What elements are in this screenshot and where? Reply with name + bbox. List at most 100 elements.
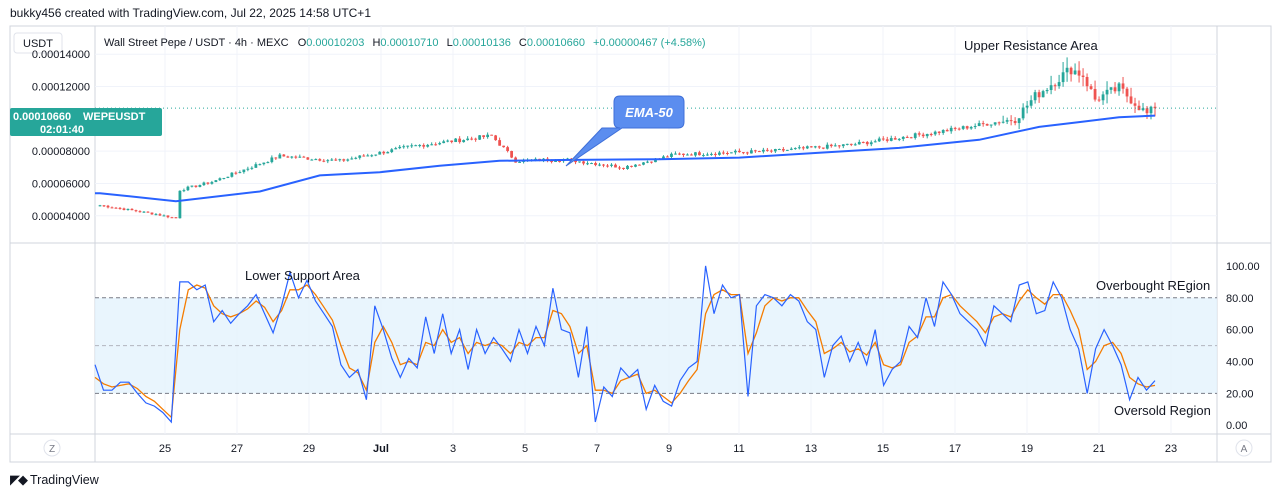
candle-body [486, 134, 490, 138]
symbol-legend: Wall Street Pepe / USDT · 4h · MEXC O0.0… [104, 37, 706, 49]
candle-body [114, 207, 118, 209]
candle-body [706, 154, 709, 156]
symbol-line: Wall Street Pepe / USDT · 4h · MEXC [104, 37, 289, 49]
candle-body [670, 153, 673, 157]
candle-body [238, 172, 242, 174]
candle-body [789, 148, 793, 150]
candle-body [234, 172, 238, 174]
candle-body [122, 208, 126, 210]
candle-body [226, 176, 230, 178]
candle-body [765, 149, 769, 151]
candle-body [438, 143, 442, 145]
candle-body [1053, 85, 1057, 87]
candle-body [166, 215, 170, 218]
candle-body [194, 185, 198, 187]
currency-box[interactable] [13, 32, 63, 54]
candle-body [430, 144, 434, 146]
candle-body [905, 136, 909, 138]
candle-body [206, 182, 210, 184]
bar-countdown: 02:01:40 [40, 124, 84, 136]
currency-label: USDT [23, 38, 53, 50]
candle-body [941, 130, 945, 133]
candle-body [590, 163, 593, 165]
candle-body [466, 138, 470, 141]
candle-body [769, 150, 773, 152]
candle-body [262, 162, 266, 165]
candle-body [674, 153, 677, 155]
rsi-tick-label: 80.00 [1226, 293, 1254, 305]
candle-body [366, 155, 370, 157]
candle-body [434, 144, 438, 146]
candle-body [757, 151, 761, 153]
candle-body [358, 155, 362, 158]
candle-body [102, 205, 106, 207]
candle-body [322, 160, 326, 162]
candle-body [821, 147, 825, 149]
candle-body [718, 152, 721, 155]
low-label: L [447, 37, 453, 49]
x-axis: 25 27 29 Jul 3 5 7 9 11 13 15 17 19 21 23 [159, 443, 1177, 455]
x-tick-label: 3 [450, 443, 456, 455]
price-y-axis: 0.00014000 0.00012000 0.00008000 0.00006000… [32, 49, 90, 223]
candle-body [410, 145, 414, 147]
open-value: 0.00010203 [306, 37, 364, 49]
candle-body [286, 156, 290, 158]
candle-body [142, 211, 146, 213]
low-value: 0.00010136 [453, 37, 511, 49]
candle-body [1029, 100, 1033, 106]
candle-body [294, 156, 298, 158]
candle-body [734, 150, 737, 153]
ema-50-line [95, 114, 1156, 203]
candle-body [302, 156, 306, 158]
candle-body [414, 145, 418, 147]
candle-body [973, 126, 977, 128]
candle-body [917, 133, 921, 135]
candle-body [314, 159, 318, 161]
tv-logo-text: TradingView [30, 473, 99, 487]
chart-credit: bukky456 created with TradingView.com, J… [10, 6, 371, 20]
ema-callout-label: EMA-50 [625, 105, 673, 120]
candle-body [981, 123, 985, 125]
candle-body [218, 178, 222, 181]
rsi-tick-label: 20.00 [1226, 388, 1254, 400]
rsi-tick-label: 100.00 [1226, 261, 1260, 273]
candle-body [1021, 107, 1025, 119]
rsi-tick-label: 60.00 [1226, 325, 1254, 337]
candle-body [282, 154, 286, 157]
candle-body [682, 153, 685, 155]
timezone-button[interactable] [43, 439, 61, 457]
chart-frame [9, 25, 1272, 463]
candle-body [953, 127, 957, 129]
candle-body [586, 163, 589, 165]
candle-body [881, 138, 885, 140]
candle-body [598, 164, 601, 166]
candle-body [937, 131, 941, 133]
candle-body [578, 161, 581, 163]
candle-body [1133, 103, 1137, 106]
candle-body [901, 136, 905, 139]
candle-body [897, 138, 901, 140]
candle-body [761, 149, 765, 152]
candle-body [1069, 67, 1073, 75]
candle-body [642, 162, 645, 165]
candle-body [913, 133, 917, 138]
candle-body [186, 186, 190, 191]
candle-body [494, 135, 498, 141]
candle-body [198, 185, 202, 187]
upper-resistance-label: Upper Resistance Area [964, 38, 1098, 53]
candle-body [594, 163, 597, 166]
candle-body [1005, 120, 1009, 122]
candle-body [138, 211, 142, 213]
candle-body [1089, 86, 1093, 89]
x-tick-label: 29 [303, 443, 315, 455]
candle-body [690, 154, 693, 156]
candle-body [254, 164, 258, 168]
candle-body [797, 147, 801, 149]
candle-body [1065, 67, 1069, 73]
auto-scale-button[interactable] [1235, 439, 1253, 457]
candle-body [1037, 92, 1041, 98]
candle-body [1117, 83, 1121, 92]
candle-body [106, 205, 110, 208]
candle-body [969, 127, 973, 129]
